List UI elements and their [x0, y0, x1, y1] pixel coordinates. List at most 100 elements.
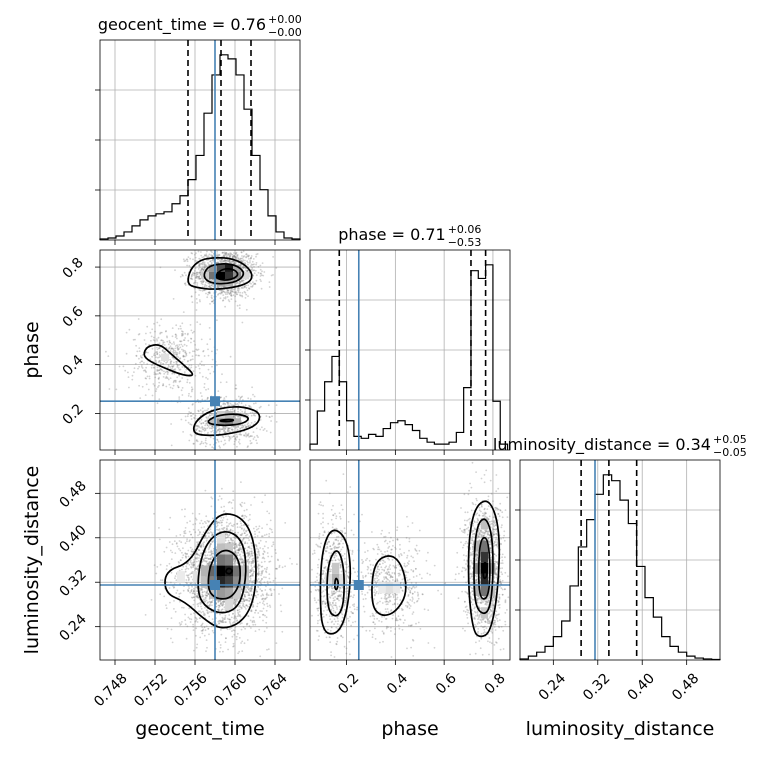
sample-point	[257, 271, 260, 274]
sample-point	[211, 279, 214, 281]
sample-point	[183, 535, 185, 537]
sample-point	[194, 616, 197, 619]
sample-point	[241, 266, 244, 269]
sample-point	[190, 395, 192, 398]
sample-point	[256, 605, 259, 608]
sample-point	[193, 272, 196, 275]
sample-point	[193, 560, 196, 563]
sample-point	[207, 431, 209, 434]
sample-point	[169, 516, 172, 519]
sample-point	[239, 398, 242, 400]
sample-point	[244, 627, 247, 630]
sample-point	[169, 349, 172, 352]
sample-point	[232, 260, 235, 263]
sample-point	[191, 273, 193, 276]
sample-point	[180, 541, 183, 544]
sample-point	[201, 407, 204, 410]
sample-point	[187, 360, 190, 362]
sample-point	[211, 255, 214, 258]
sample-point	[251, 411, 254, 414]
sample-point	[170, 444, 173, 447]
sample-point	[125, 331, 128, 334]
sample-point	[202, 543, 205, 546]
sample-point	[227, 289, 229, 292]
sample-point	[247, 605, 249, 608]
sample-point	[138, 350, 141, 352]
sample-point	[260, 274, 263, 277]
sample-point	[239, 615, 242, 618]
sample-point	[251, 269, 254, 272]
sample-point	[270, 555, 273, 558]
sample-point	[218, 431, 221, 433]
sample-point	[248, 561, 250, 564]
sample-point	[198, 426, 201, 429]
sample-point	[197, 354, 200, 357]
sample-point	[230, 627, 233, 629]
sample-point	[268, 286, 271, 288]
sample-point	[207, 521, 210, 523]
sample-point	[188, 382, 191, 384]
sample-point	[245, 284, 248, 287]
sample-point	[229, 618, 232, 621]
sample-point	[261, 426, 263, 429]
sample-point	[179, 592, 182, 595]
sample-point	[208, 535, 210, 538]
sample-point	[159, 579, 162, 581]
sample-point	[280, 610, 283, 613]
sample-point	[237, 257, 240, 260]
sample-point	[167, 364, 170, 366]
sample-point	[238, 282, 241, 285]
sample-point	[197, 529, 200, 531]
sample-point	[244, 285, 247, 287]
sample-point	[271, 531, 274, 534]
sample-point	[186, 381, 189, 384]
sample-point	[194, 523, 197, 525]
sample-point	[232, 290, 234, 293]
sample-point	[247, 295, 249, 297]
sample-point	[252, 283, 255, 286]
sample-point	[168, 346, 171, 349]
sample-point	[165, 362, 168, 364]
sample-point	[200, 360, 203, 363]
sample-point	[237, 407, 240, 410]
sample-point	[204, 445, 207, 448]
sample-point	[223, 258, 226, 261]
sample-point	[203, 261, 206, 264]
sample-point	[243, 434, 246, 436]
sample-point	[260, 287, 263, 290]
sample-point	[154, 330, 156, 333]
sample-point	[253, 395, 256, 398]
sample-point	[250, 574, 253, 577]
sample-point	[220, 291, 223, 293]
sample-point	[173, 540, 176, 543]
sample-point	[224, 259, 227, 262]
sample-point	[230, 524, 233, 527]
sample-point	[256, 602, 259, 605]
sample-point	[220, 629, 222, 631]
sample-point	[190, 329, 193, 332]
sample-point	[168, 341, 171, 343]
sample-point	[229, 528, 232, 531]
sample-point	[145, 332, 147, 335]
sample-point	[236, 281, 239, 284]
sample-point	[185, 637, 188, 640]
sample-point	[246, 542, 249, 545]
sample-point	[252, 275, 255, 277]
sample-point	[172, 298, 175, 300]
sample-point	[198, 278, 201, 280]
sample-point	[247, 615, 250, 618]
sample-point	[197, 277, 200, 280]
sample-point	[238, 258, 241, 261]
sample-point	[258, 628, 261, 631]
sample-point	[255, 589, 258, 591]
sample-point	[210, 601, 213, 603]
sample-point	[174, 575, 177, 577]
sample-point	[186, 264, 189, 267]
sample-point	[219, 297, 222, 300]
title-value: luminosity_distance = 0.34	[493, 435, 711, 455]
sample-point	[281, 566, 284, 569]
sample-point	[257, 570, 260, 573]
sample-point	[172, 381, 175, 384]
sample-point	[200, 519, 203, 522]
sample-point	[193, 612, 195, 615]
